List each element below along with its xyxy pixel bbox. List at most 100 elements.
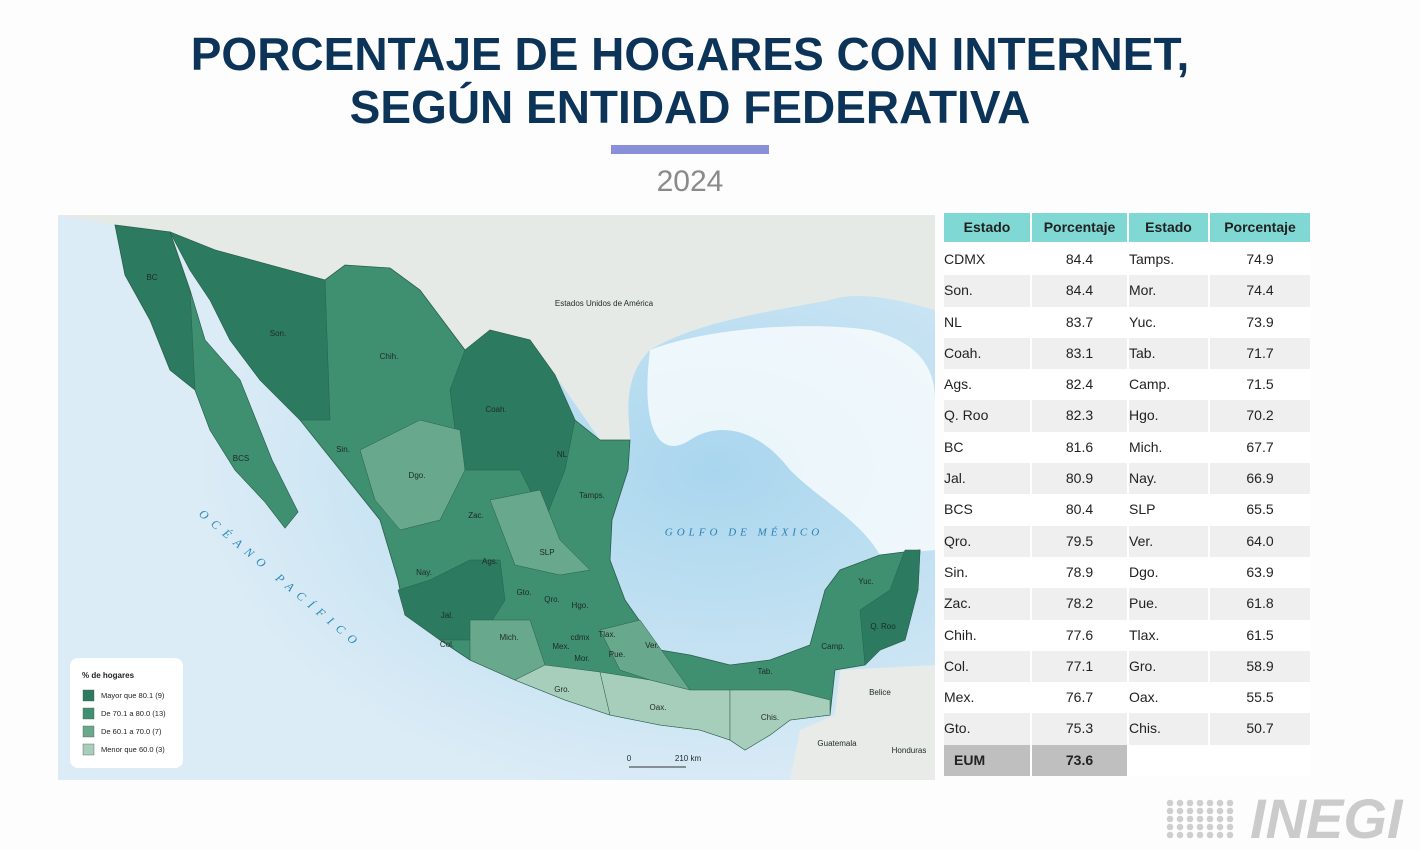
table-cell: 82.3 [1032, 400, 1127, 432]
qroo [859, 549, 921, 666]
legend-title: % de hogares [82, 671, 135, 680]
table-cell: 74.9 [1246, 251, 1274, 267]
table-cell: Tamps. [1129, 251, 1175, 267]
logo-dot [1216, 807, 1224, 815]
table-cell: Porcentaje [1210, 213, 1310, 244]
state-label: Ags. [482, 557, 498, 566]
logo-dot [1166, 815, 1174, 823]
logo-dot [1196, 815, 1204, 823]
logo-dot [1176, 831, 1184, 839]
place-label: Belice [869, 688, 891, 697]
logo-dot [1166, 831, 1174, 839]
place-label: Estados Unidos de América [555, 299, 654, 308]
logo-dot [1206, 823, 1214, 831]
legend: Mayor que 80.1 (9) De 70.1 a 80.0 (13) De … [82, 689, 166, 756]
state-label: Yuc. [858, 577, 874, 586]
table-cell: Hgo. [1129, 400, 1208, 432]
table-cell: 80.4 [1065, 501, 1094, 518]
logo-dot [1196, 807, 1204, 815]
logo-dot [1196, 823, 1204, 831]
legend-label: De 70.1 a 80.0 (13) [101, 709, 166, 718]
table-cell: Porcentaje [1032, 213, 1127, 244]
table-cell: 84.4 [1065, 251, 1094, 267]
state-label: cdmx [570, 633, 589, 642]
table-cell: SLP [1129, 501, 1156, 518]
logo-dot [1186, 815, 1194, 823]
table-cell: Chis. [1129, 713, 1208, 745]
table-cell: 63.9 [1246, 563, 1274, 580]
table-cell: Ags. [944, 376, 973, 393]
table-cell: 73.6 [1032, 744, 1127, 777]
table-cell: 75.3 [1032, 713, 1127, 745]
logo-dot [1216, 799, 1224, 807]
table-cell: 81.6 [1065, 438, 1094, 455]
bcs [189, 289, 299, 529]
logo-dot [1176, 815, 1184, 823]
table-cell: Oax. [1129, 689, 1159, 706]
state-label: Gro. [554, 685, 570, 694]
legend-swatch [82, 725, 95, 738]
state-label: BC [146, 273, 157, 282]
state-label: Mor. [574, 654, 590, 663]
logo-dot [1176, 799, 1184, 807]
table-cell: Sin. [944, 563, 969, 580]
scale-label: 0 [627, 754, 632, 763]
table-cell: Jal. [944, 463, 1030, 495]
table-cell: 80.9 [1032, 463, 1127, 495]
logo-dot [1216, 831, 1224, 839]
table-cell: CDMX [944, 251, 986, 267]
logo-dot [1186, 799, 1194, 807]
logo-dot [1206, 831, 1214, 839]
logo-dot [1226, 823, 1234, 831]
table-cell: 79.5 [1032, 525, 1127, 557]
state-label: Coah. [485, 405, 506, 414]
table-cell: Zac. [944, 588, 1030, 620]
table-cell: Ver. [1129, 525, 1208, 557]
legend-label: Mayor que 80.1 (9) [101, 691, 165, 700]
scale-label: 210 km [675, 754, 702, 763]
table-cell: 70.2 [1210, 400, 1310, 432]
table-cell: Qro. [944, 525, 1030, 557]
state-label: Q. Roo [870, 622, 896, 631]
logo-dot [1186, 807, 1194, 815]
table-cell: 73.9 [1246, 313, 1274, 330]
place-label: GOLFO DE MÉXICO [665, 527, 823, 539]
state-label: Tab. [757, 667, 772, 676]
logo: INEGI [1166, 787, 1404, 850]
table-cell: Estado [944, 213, 1030, 244]
logo-dot [1226, 815, 1234, 823]
table-cell: 61.5 [1246, 626, 1274, 643]
table: Estado Porcentaje Estado Porcentaje CDMX 84.4… [944, 213, 1310, 777]
state-label: Zac. [468, 511, 484, 520]
table-cell: 78.9 [1065, 563, 1094, 580]
table-cell: 77.6 [1065, 626, 1094, 643]
table-cell: 58.9 [1210, 650, 1310, 683]
logo-dot [1176, 823, 1184, 831]
table-cell: Chih. [944, 626, 977, 643]
table-cell: Coah. [944, 337, 1030, 370]
table-cell: 61.8 [1210, 588, 1310, 620]
table-cell: Camp. [1129, 376, 1171, 393]
table-cell: 71.7 [1210, 337, 1310, 370]
state-label: Mex. [552, 642, 569, 651]
state-label: Nay. [416, 568, 432, 577]
table-cell: 83.7 [1065, 313, 1094, 330]
state-label: Chih. [380, 352, 399, 361]
table-cell: BCS [944, 501, 973, 518]
state-label: Hgo. [572, 601, 589, 610]
legend-swatch [82, 707, 95, 720]
logo-dot [1226, 807, 1234, 815]
table-cell: NL [944, 313, 962, 330]
state-label: Tamps. [579, 491, 605, 500]
logo-dot [1186, 831, 1194, 839]
divider [611, 145, 769, 154]
state-label: Ver. [645, 641, 659, 650]
table-cell: 55.5 [1246, 689, 1274, 706]
logo-dot [1166, 799, 1174, 807]
state-label: Pue. [609, 650, 625, 659]
state-label: Mich. [499, 633, 518, 642]
table-cell: Tab. [1129, 337, 1208, 370]
table-cell: 77.1 [1032, 650, 1127, 683]
legend-swatch [82, 743, 95, 756]
